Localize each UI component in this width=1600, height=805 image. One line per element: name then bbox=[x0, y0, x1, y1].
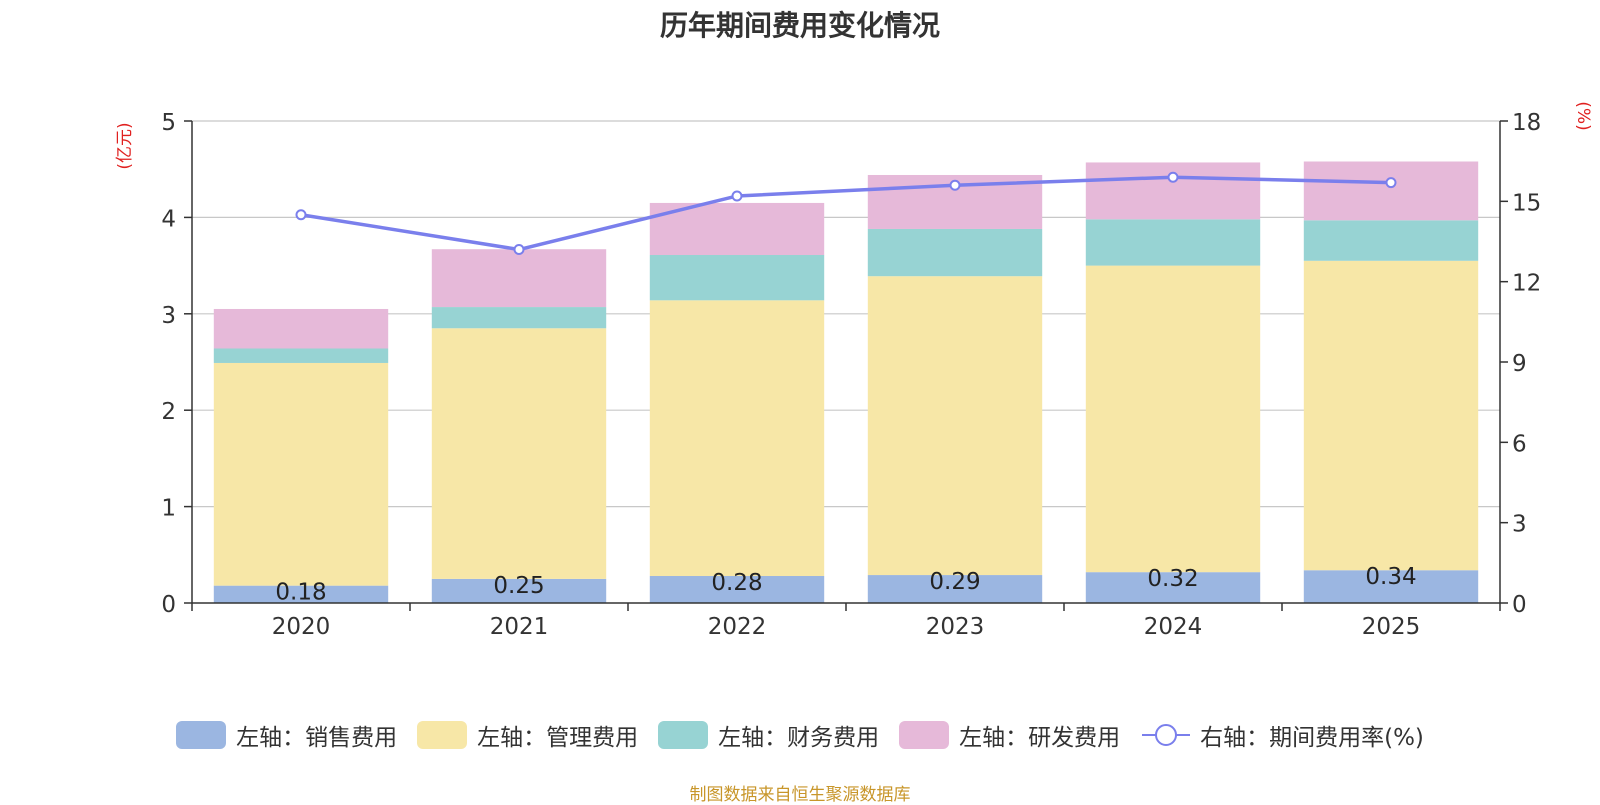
rate-point bbox=[731, 190, 743, 202]
right-axis-tick-label: 12 bbox=[1512, 271, 1541, 297]
bar-segment-1 bbox=[1085, 572, 1261, 603]
legend-item[interactable]: 左轴：管理费用 bbox=[417, 718, 638, 752]
rate-point bbox=[513, 244, 525, 256]
bar-segment-3 bbox=[649, 254, 825, 301]
right-axis-tick-label: 3 bbox=[1512, 512, 1527, 538]
bar-data-label: 0.28 bbox=[711, 570, 762, 596]
bar-segment-1 bbox=[867, 575, 1043, 603]
x-axis-tick-label: 2025 bbox=[1362, 614, 1421, 640]
right-axis-label: (%) bbox=[1573, 101, 1593, 130]
x-axis-tick-label: 2023 bbox=[926, 614, 985, 640]
left-axis-tick-label: 3 bbox=[161, 303, 176, 329]
right-axis-tick-label: 15 bbox=[1512, 190, 1541, 216]
bar-segment-3 bbox=[1303, 220, 1479, 261]
bar-segment-3 bbox=[867, 228, 1043, 277]
legend-item[interactable]: 左轴：销售费用 bbox=[176, 718, 397, 752]
rate-point bbox=[1385, 177, 1397, 189]
legend-item[interactable]: 左轴：研发费用 bbox=[899, 718, 1120, 752]
left-axis-tick-label: 0 bbox=[161, 592, 176, 618]
bar-data-label: 0.29 bbox=[929, 569, 980, 595]
right-axis-tick-label: 0 bbox=[1512, 592, 1527, 618]
legend-swatch bbox=[658, 721, 709, 749]
bar-data-label: 0.34 bbox=[1365, 564, 1416, 590]
rate-point bbox=[1167, 171, 1179, 183]
legend-label: 左轴：研发费用 bbox=[959, 725, 1121, 751]
bar-segment-4 bbox=[1085, 162, 1261, 220]
legend-line-swatch bbox=[1142, 724, 1191, 746]
x-axis-tick-label: 2022 bbox=[708, 614, 767, 640]
bar-segment-4 bbox=[1303, 161, 1479, 221]
source-note: 制图数据来自恒生聚源数据库 bbox=[689, 785, 911, 805]
bar-segment-1 bbox=[649, 576, 825, 603]
bar-segment-2 bbox=[213, 362, 389, 586]
left-axis-label: (亿元) bbox=[115, 122, 135, 169]
rate-point bbox=[295, 209, 307, 221]
bar-data-label: 0.18 bbox=[275, 580, 326, 606]
rate-point bbox=[949, 179, 961, 191]
left-axis-tick-label: 1 bbox=[161, 496, 176, 522]
bar-segment-2 bbox=[431, 328, 607, 579]
bar-segment-3 bbox=[213, 348, 389, 363]
right-axis-tick-label: 18 bbox=[1512, 110, 1541, 136]
legend-item[interactable]: 右轴：期间费用率(%) bbox=[1140, 718, 1424, 752]
legend-label: 左轴：财务费用 bbox=[718, 725, 880, 751]
legend-label: 左轴：销售费用 bbox=[236, 725, 398, 751]
chart-title: 历年期间费用变化情况 bbox=[659, 9, 940, 42]
legend-item[interactable]: 左轴：财务费用 bbox=[658, 718, 879, 752]
bar-segment-2 bbox=[649, 300, 825, 577]
bar-segment-3 bbox=[1085, 219, 1261, 266]
legend-label: 右轴：期间费用率(%) bbox=[1200, 725, 1424, 751]
bar-segment-4 bbox=[213, 308, 389, 349]
legend-swatch bbox=[176, 721, 227, 749]
bar-segment-2 bbox=[1303, 260, 1479, 571]
right-axis-tick-label: 6 bbox=[1512, 431, 1527, 457]
bar-segment-1 bbox=[1303, 570, 1479, 603]
bar-segment-3 bbox=[431, 307, 607, 329]
bar-segment-4 bbox=[431, 249, 607, 308]
left-axis-tick-label: 4 bbox=[161, 206, 176, 232]
right-axis-tick-label: 9 bbox=[1512, 351, 1527, 377]
rate-line bbox=[300, 175, 1392, 252]
x-axis-tick-label: 2021 bbox=[490, 614, 549, 640]
bar-data-label: 0.25 bbox=[493, 573, 544, 599]
legend-swatch bbox=[417, 721, 468, 749]
left-axis-tick-label: 5 bbox=[161, 110, 176, 136]
legend-label: 左轴：管理费用 bbox=[477, 725, 639, 751]
bar-segment-2 bbox=[867, 276, 1043, 576]
legend-swatch bbox=[899, 721, 950, 749]
x-axis-tick-label: 2020 bbox=[272, 614, 331, 640]
bar-segment-2 bbox=[1085, 265, 1261, 573]
bar-segment-1 bbox=[213, 585, 389, 603]
bar-data-label: 0.32 bbox=[1147, 566, 1198, 592]
x-axis-tick-label: 2024 bbox=[1144, 614, 1203, 640]
bar-segment-1 bbox=[431, 578, 607, 603]
legend: 左轴：销售费用 左轴：管理费用 左轴：财务费用 左轴：研发费用 右轴：期间费用率(%) bbox=[0, 718, 1600, 752]
left-axis-tick-label: 2 bbox=[161, 399, 176, 425]
